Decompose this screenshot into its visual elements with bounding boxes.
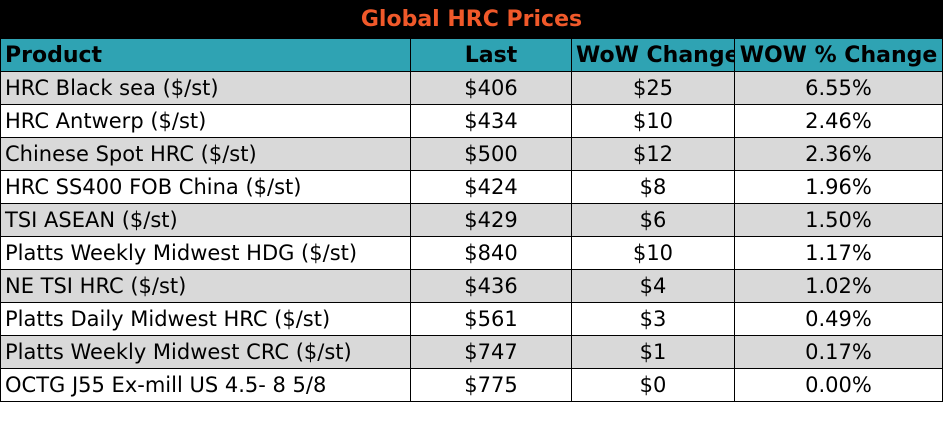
last-cell: $436 [410, 269, 572, 303]
last-cell: $429 [410, 203, 572, 237]
wow-change-cell: $1 [571, 335, 735, 369]
wow-pct-cell: 0.17% [734, 335, 943, 369]
product-cell: OCTG J55 Ex-mill US 4.5- 8 5/8 [0, 368, 411, 402]
product-cell: HRC Antwerp ($/st) [0, 104, 411, 138]
wow-change-cell: $4 [571, 269, 735, 303]
product-cell: Chinese Spot HRC ($/st) [0, 137, 411, 171]
table-row: HRC Black sea ($/st) $406 $25 6.55% [0, 71, 943, 105]
wow-pct-cell: 1.02% [734, 269, 943, 303]
wow-change-cell: $25 [571, 71, 735, 105]
last-cell: $500 [410, 137, 572, 171]
product-cell: Platts Daily Midwest HRC ($/st) [0, 302, 411, 336]
wow-pct-cell: 2.46% [734, 104, 943, 138]
wow-change-cell: $3 [571, 302, 735, 336]
hrc-price-table: Global HRC Prices Product Last WoW Chang… [0, 0, 943, 402]
table-row: OCTG J55 Ex-mill US 4.5- 8 5/8 $775 $0 0.00… [0, 368, 943, 402]
last-cell: $434 [410, 104, 572, 138]
product-cell: Platts Weekly Midwest CRC ($/st) [0, 335, 411, 369]
table-row: HRC Antwerp ($/st) $434 $10 2.46% [0, 104, 943, 138]
last-cell: $747 [410, 335, 572, 369]
wow-change-cell: $0 [571, 368, 735, 402]
wow-pct-cell: 1.96% [734, 170, 943, 204]
wow-pct-cell: 0.49% [734, 302, 943, 336]
wow-pct-cell: 6.55% [734, 71, 943, 105]
wow-pct-cell: 1.17% [734, 236, 943, 270]
table-row: HRC SS400 FOB China ($/st) $424 $8 1.96% [0, 170, 943, 204]
table-row: Platts Weekly Midwest CRC ($/st) $747 $1 0.… [0, 335, 943, 369]
wow-pct-cell: 0.00% [734, 368, 943, 402]
table-title-row: Global HRC Prices [0, 0, 943, 39]
header-wow-change: WoW Change [571, 38, 735, 72]
wow-change-cell: $10 [571, 236, 735, 270]
last-cell: $406 [410, 71, 572, 105]
product-cell: HRC Black sea ($/st) [0, 71, 411, 105]
table-row: Platts Weekly Midwest HDG ($/st) $840 $10 1… [0, 236, 943, 270]
last-cell: $775 [410, 368, 572, 402]
table-header-row: Product Last WoW Change WOW % Change [0, 38, 943, 72]
table-row: Platts Daily Midwest HRC ($/st) $561 $3 0.4… [0, 302, 943, 336]
last-cell: $561 [410, 302, 572, 336]
table-body: HRC Black sea ($/st) $406 $25 6.55% HRC Antw… [0, 71, 943, 402]
wow-change-cell: $10 [571, 104, 735, 138]
table-row: NE TSI HRC ($/st) $436 $4 1.02% [0, 269, 943, 303]
wow-change-cell: $8 [571, 170, 735, 204]
wow-change-cell: $12 [571, 137, 735, 171]
wow-change-cell: $6 [571, 203, 735, 237]
product-cell: Platts Weekly Midwest HDG ($/st) [0, 236, 411, 270]
wow-pct-cell: 1.50% [734, 203, 943, 237]
wow-pct-cell: 2.36% [734, 137, 943, 171]
header-wow-pct-change: WOW % Change [734, 38, 943, 72]
header-product: Product [0, 38, 411, 72]
table-row: TSI ASEAN ($/st) $429 $6 1.50% [0, 203, 943, 237]
last-cell: $424 [410, 170, 572, 204]
table-title: Global HRC Prices [0, 0, 943, 39]
product-cell: TSI ASEAN ($/st) [0, 203, 411, 237]
header-last: Last [410, 38, 572, 72]
product-cell: NE TSI HRC ($/st) [0, 269, 411, 303]
last-cell: $840 [410, 236, 572, 270]
product-cell: HRC SS400 FOB China ($/st) [0, 170, 411, 204]
table-row: Chinese Spot HRC ($/st) $500 $12 2.36% [0, 137, 943, 171]
